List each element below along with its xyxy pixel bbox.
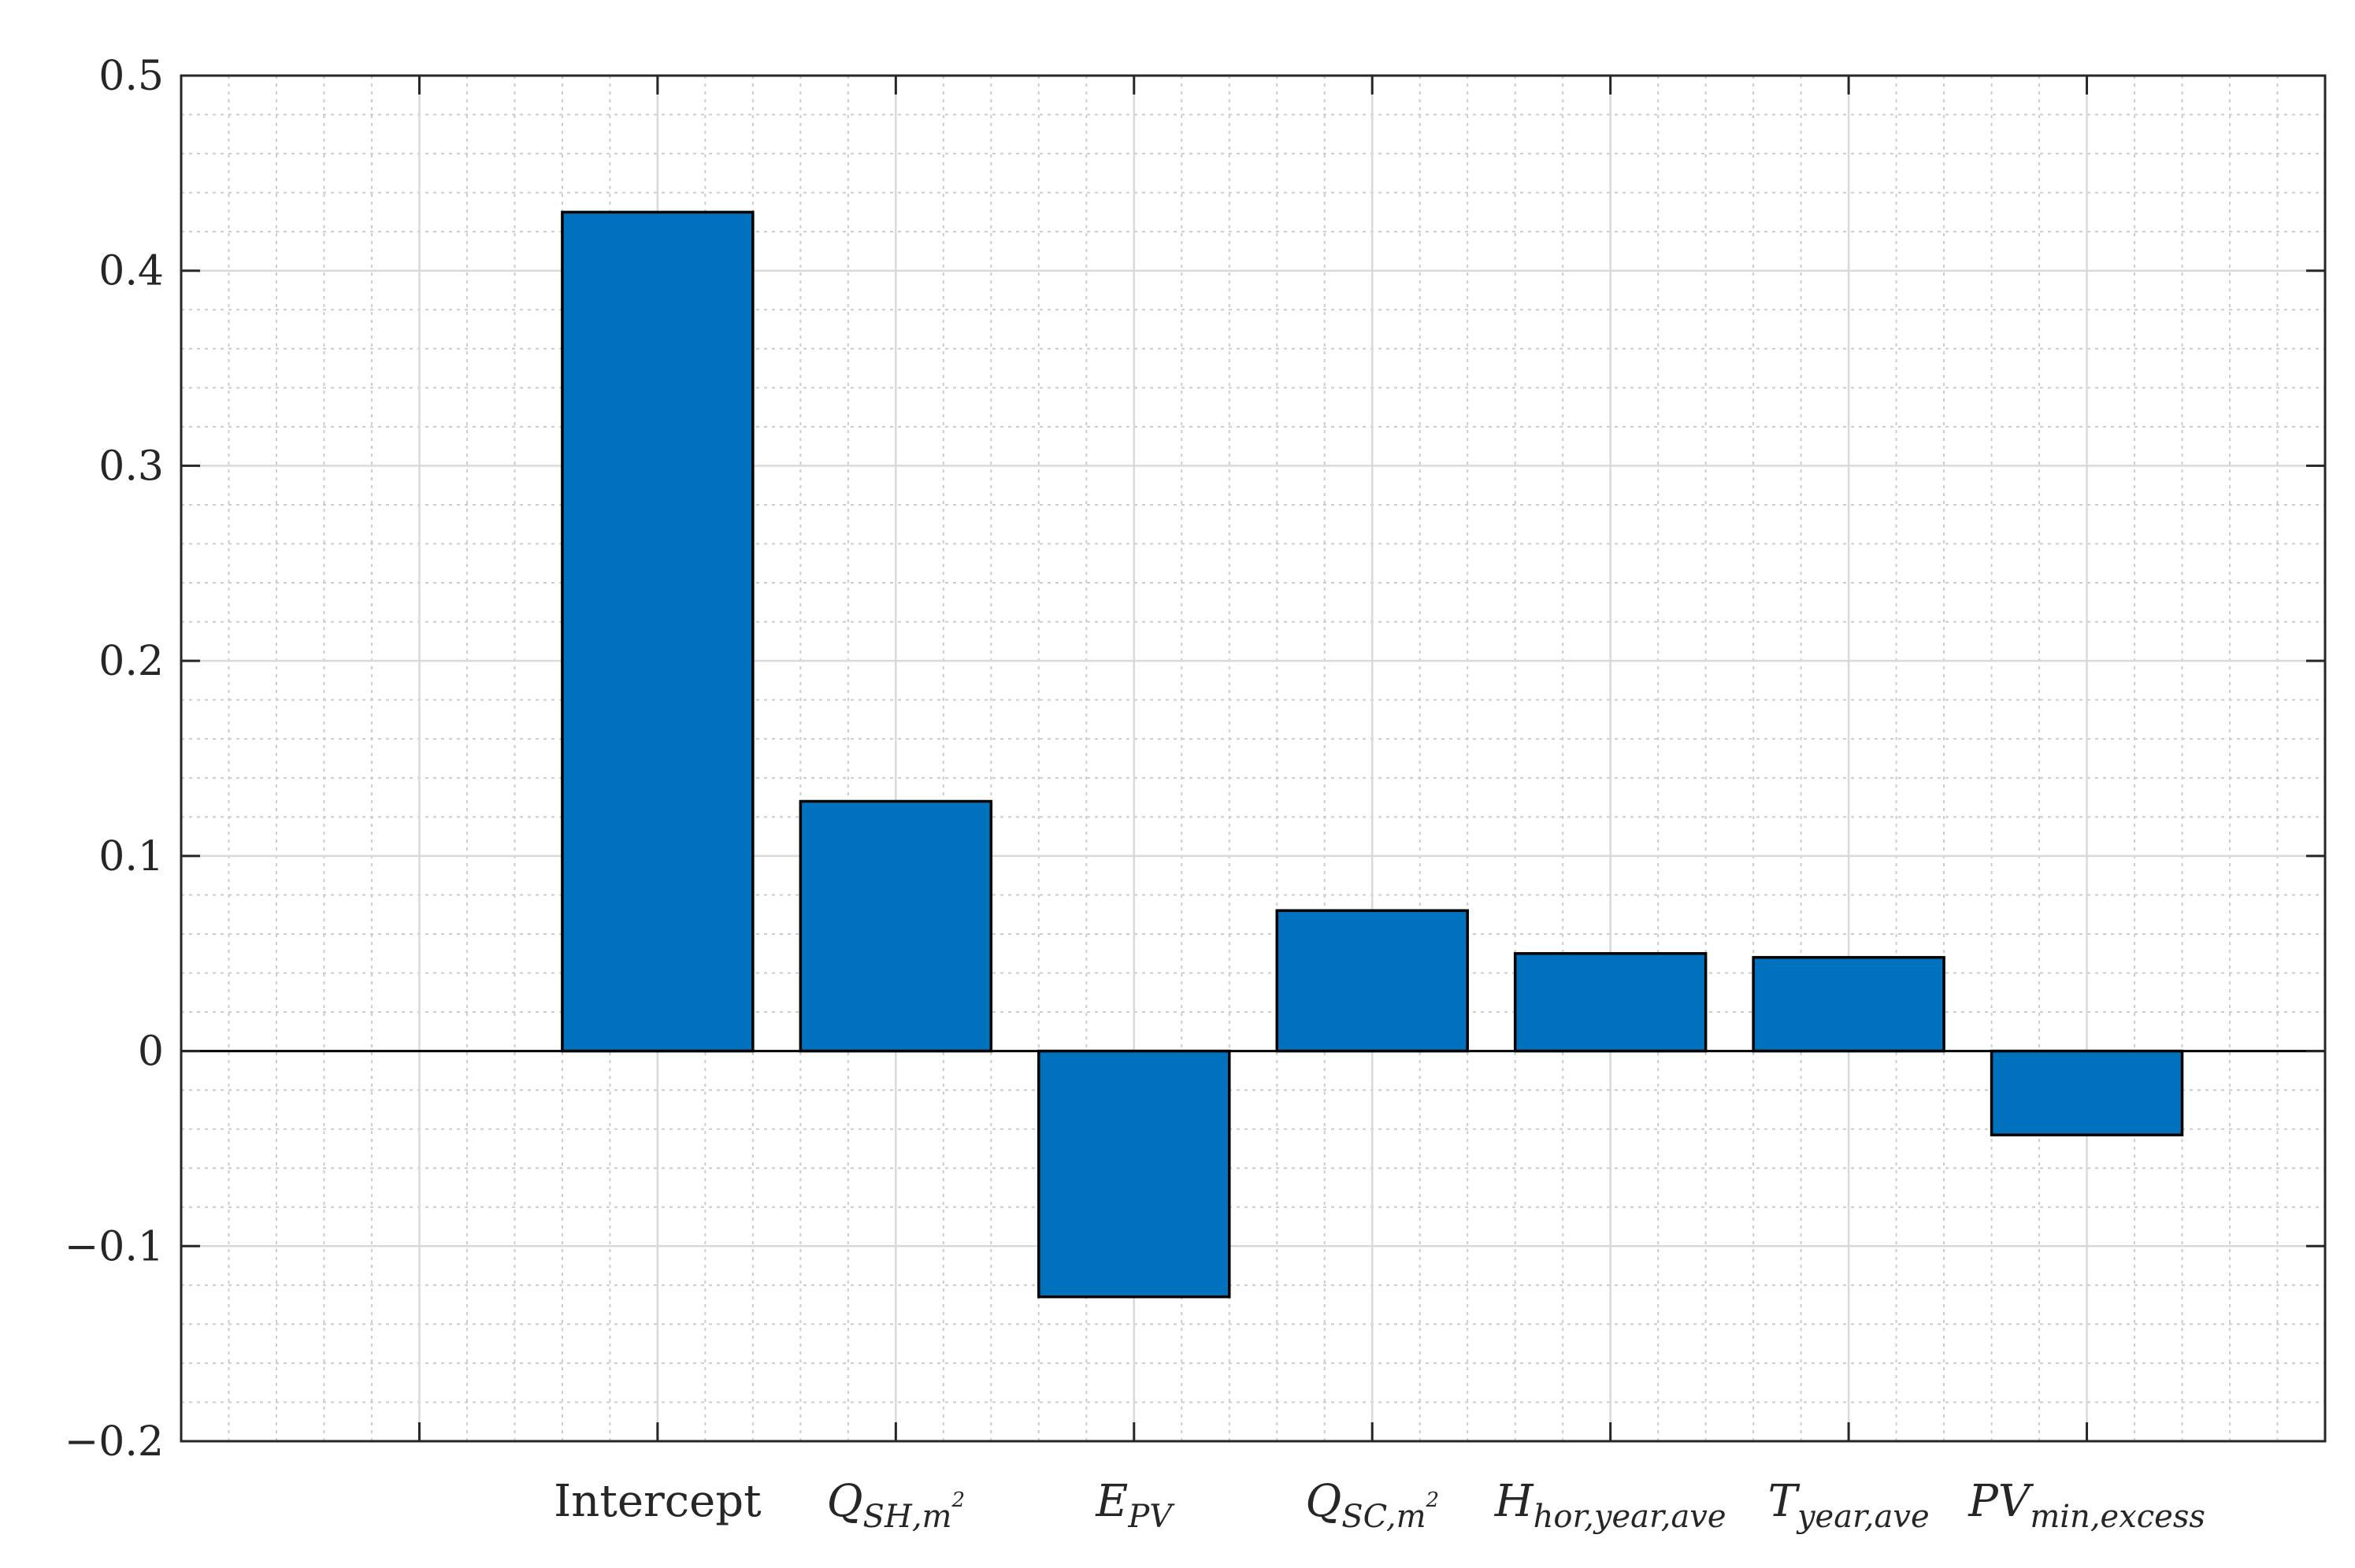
major-grid — [181, 74, 2325, 1443]
y-tick-label: −0.1 — [65, 1223, 164, 1270]
y-tick-label: 0.5 — [98, 53, 164, 100]
x-tick-label-1: Intercept — [554, 1476, 762, 1527]
x-tick-label-7: PVmin,excess — [1967, 1476, 2205, 1535]
bar-1 — [561, 210, 755, 1053]
axes-frame — [180, 74, 2327, 1443]
axes-box — [180, 74, 2327, 1443]
bar-3 — [1037, 1049, 1231, 1299]
y-tick-label: 0 — [138, 1029, 164, 1076]
y-tick-label: −0.2 — [65, 1418, 164, 1466]
x-tick-label-5: Hhor,year,ave — [1494, 1476, 1726, 1535]
bar-6 — [1752, 955, 1945, 1053]
y-tick-label: 0.2 — [98, 638, 164, 685]
bar-7 — [1990, 1049, 2184, 1136]
bar-5 — [1513, 951, 1708, 1053]
x-tick-labels: Intercept QSH,m2 EPV QSC,m2 Hhor,year,ave Tye… — [554, 1476, 2205, 1535]
x-tick-label-2: QSH,m2 — [827, 1476, 965, 1535]
bar-4 — [1275, 909, 1469, 1053]
axis-ticks — [181, 74, 2325, 1443]
y-tick-label: 0.1 — [98, 833, 164, 880]
x-tick-label-6: Tyear,ave — [1768, 1476, 1930, 1535]
bar-2 — [799, 799, 993, 1053]
y-tick-label: 0.4 — [98, 248, 164, 295]
x-tick-label-4: QSC,m2 — [1305, 1476, 1439, 1535]
minor-grid — [181, 76, 2325, 1441]
x-tick-label-3: EPV — [1095, 1476, 1175, 1535]
y-tick-labels: −0.2 −0.1 0 0.1 0.2 0.3 0.4 0.5 — [65, 53, 164, 1466]
y-tick-label: 0.3 — [98, 443, 164, 490]
